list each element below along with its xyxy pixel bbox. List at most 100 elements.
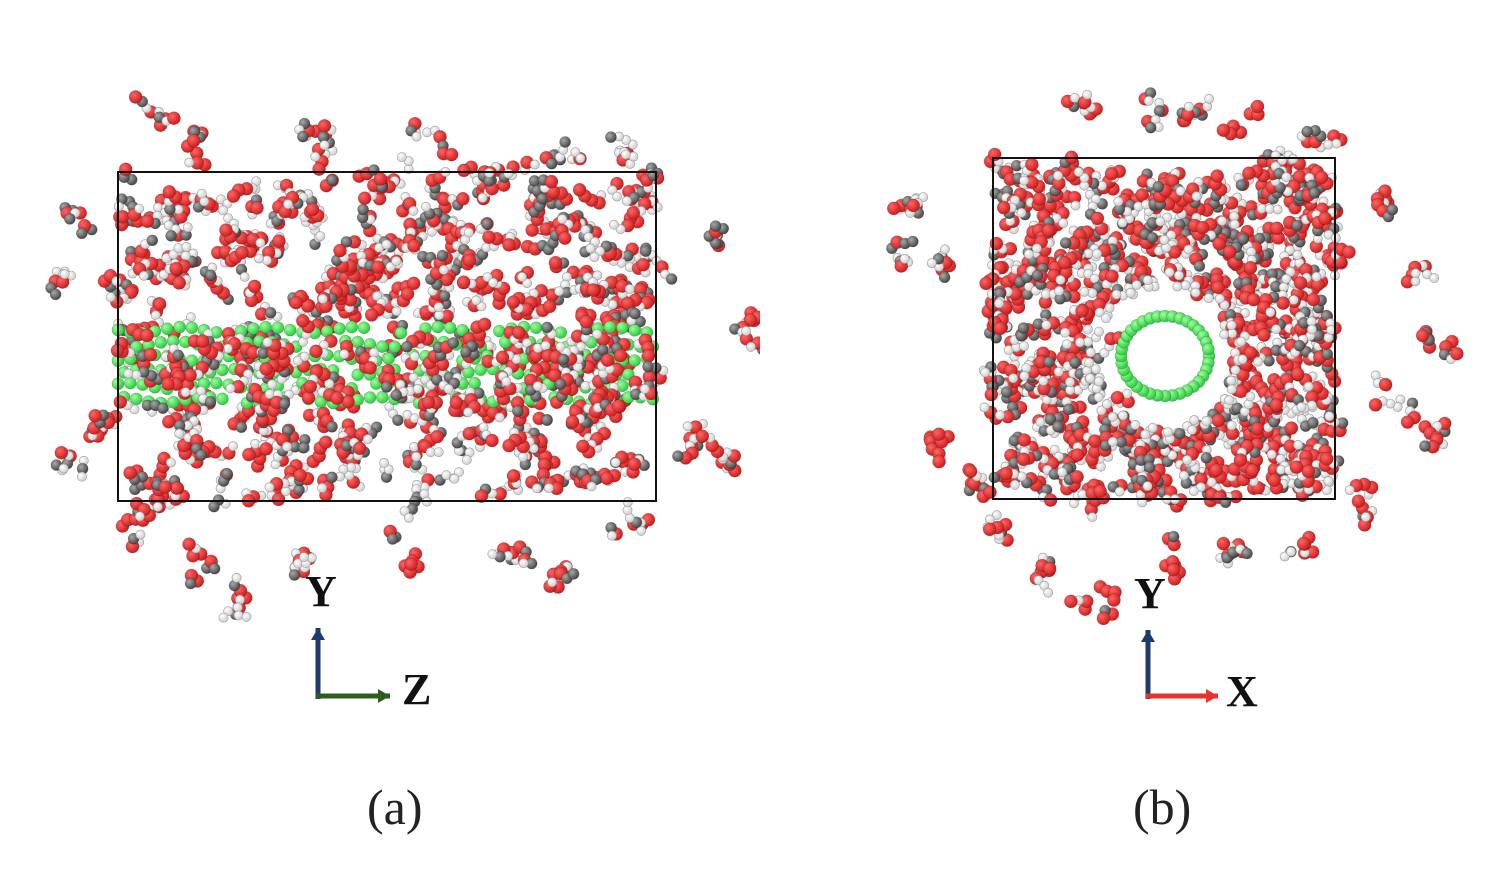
hydrogen-atom: [1155, 216, 1166, 227]
carbon-atom: [511, 405, 524, 417]
hydrogen-atom: [1082, 89, 1093, 100]
hydrogen-atom: [1187, 424, 1197, 435]
hydrogen-atom: [135, 529, 146, 540]
oxygen-atom: [511, 325, 526, 340]
oxygen-atom: [1306, 292, 1321, 307]
nanotube-atom: [529, 321, 543, 335]
hydrogen-atom: [1093, 392, 1104, 403]
oxygen-atom: [1250, 421, 1265, 436]
hydrogen-atom: [403, 512, 414, 523]
oxygen-atom: [462, 426, 477, 441]
hydrogen-atom: [1173, 270, 1184, 281]
oxygen-atom: [547, 368, 562, 383]
hydrogen-atom: [1041, 320, 1052, 330]
hydrogen-atom: [1061, 339, 1072, 349]
carbon-atom: [481, 218, 493, 230]
hydrogen-atom: [181, 241, 192, 252]
hydrogen-atom: [1131, 280, 1142, 290]
oxygen-atom: [1107, 593, 1121, 607]
hydrogen-atom: [1281, 172, 1292, 182]
oxygen-atom: [906, 198, 920, 213]
oxygen-atom: [1267, 473, 1282, 488]
carbon-atom: [195, 449, 207, 461]
oxygen-atom: [613, 348, 628, 363]
hydrogen-atom: [241, 611, 252, 622]
carbon-atom: [326, 471, 338, 484]
oxygen-atom: [1210, 169, 1225, 183]
oxygen-atom: [627, 457, 642, 471]
oxygen-atom: [1296, 536, 1311, 551]
oxygen-atom: [113, 395, 128, 409]
hydrogen-atom: [1085, 373, 1095, 384]
oxygen-atom: [1243, 260, 1258, 275]
oxygen-atom: [982, 522, 997, 537]
hydrogen-atom: [324, 378, 335, 389]
oxygen-atom: [1257, 328, 1271, 342]
hydrogen-atom: [1311, 271, 1322, 282]
oxygen-atom: [502, 438, 516, 453]
hydrogen-atom: [1070, 200, 1081, 211]
carbon-atom: [907, 235, 919, 248]
hydrogen-atom: [138, 270, 149, 281]
hydrogen-atom: [1031, 243, 1042, 254]
hydrogen-atom: [1107, 411, 1118, 422]
carbon-atom: [665, 273, 678, 285]
carbon-atom: [1143, 461, 1156, 474]
carbon-atom: [1241, 547, 1253, 560]
carbon-atom: [326, 420, 338, 433]
oxygen-atom: [1075, 304, 1089, 318]
carbon-atom: [1321, 348, 1334, 360]
hydrogen-atom: [1240, 308, 1250, 318]
hydrogen-atom: [620, 149, 631, 160]
carbon-atom: [172, 349, 184, 362]
carbon-atom: [1237, 233, 1250, 245]
nanotube-atom: [363, 391, 377, 404]
hydrogen-atom: [1054, 285, 1064, 296]
nanotube-atom: [357, 321, 371, 335]
hydrogen-atom: [1206, 477, 1217, 487]
carbon-atom: [1291, 219, 1303, 232]
oxygen-atom: [572, 183, 587, 197]
hydrogen-atom: [433, 447, 444, 457]
hydrogen-atom: [1147, 422, 1158, 433]
oxygen-atom: [1057, 255, 1072, 270]
hydrogen-atom: [1265, 307, 1276, 318]
hydrogen-atom: [443, 383, 454, 394]
hydrogen-atom: [1224, 395, 1234, 406]
carbon-atom: [264, 306, 277, 319]
oxygen-atom: [1242, 166, 1256, 181]
nanotube-atom: [173, 320, 186, 334]
hydrogen-atom: [409, 351, 420, 362]
oxygen-atom: [373, 172, 388, 186]
nanotube-atom: [382, 352, 395, 365]
carbon-atom: [298, 441, 310, 454]
panel-caption-a: (a): [367, 779, 423, 835]
oxygen-atom: [1351, 494, 1366, 509]
oxygen-atom: [636, 257, 651, 272]
carbon-atom: [204, 395, 217, 408]
hydrogen-atom: [585, 243, 596, 254]
hydrogen-atom: [926, 258, 937, 268]
carbon-atom: [157, 402, 169, 415]
molecular-snapshot-end-view: [886, 87, 1464, 703]
carbon-atom: [536, 192, 549, 205]
nanotube-atom: [271, 321, 285, 335]
oxygen-atom: [1450, 346, 1464, 361]
oxygen-atom: [586, 283, 600, 297]
oxygen-atom: [1319, 452, 1334, 466]
hydrogen-atom: [218, 612, 229, 623]
hydrogen-atom: [1286, 546, 1296, 557]
hydrogen-atom: [607, 530, 617, 541]
hydrogen-atom: [152, 501, 163, 512]
oxygen-atom: [309, 344, 323, 359]
oxygen-atom: [1212, 236, 1226, 251]
carbon-atom: [49, 288, 62, 301]
oxygen-atom: [1104, 166, 1119, 181]
oxygen-atom: [271, 492, 286, 507]
hydrogen-atom: [1410, 268, 1421, 279]
carbon-atom: [639, 245, 652, 257]
carbon-atom: [386, 533, 399, 545]
oxygen-atom: [118, 162, 133, 177]
carbon-atom: [605, 131, 617, 143]
hydrogen-atom: [433, 302, 444, 312]
